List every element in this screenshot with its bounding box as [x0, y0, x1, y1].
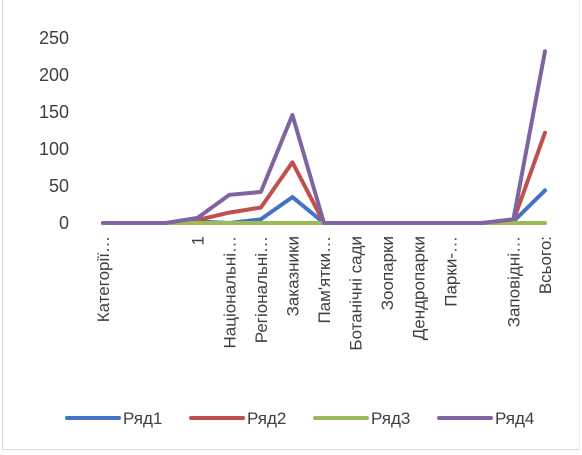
x-tick-label: Всього: [536, 236, 555, 294]
x-tick-label: Пам'ятки… [315, 236, 334, 324]
y-tick-label: 200 [39, 65, 69, 85]
legend-label-4: Ряд4 [495, 409, 534, 428]
x-tick-label: Національні… [220, 236, 239, 348]
legend: Ряд1 Ряд2 Ряд3 Ряд4 [65, 409, 534, 428]
x-tick-label: Парки-… [441, 236, 460, 307]
series-lines [101, 49, 547, 225]
y-tick-label: 50 [49, 176, 69, 196]
x-tick-label: Ботанічні сади [347, 236, 366, 351]
x-tick-label: Категорії… [94, 236, 113, 322]
x-tick-label: Заказники [283, 236, 302, 316]
x-axis-ticks: Категорії… 1 Національні… Регіональні… Заказ… [94, 236, 555, 351]
y-tick-label: 250 [39, 28, 69, 48]
line-chart: 0 50 100 150 200 250 Категорії… 1 Національні… Р… [39, 28, 555, 428]
y-tick-label: 0 [59, 213, 69, 233]
y-axis-ticks: 0 50 100 150 200 250 [39, 28, 69, 233]
x-tick-label: Зоопарки [378, 236, 397, 310]
y-tick-label: 100 [39, 139, 69, 159]
x-tick-label: Дендропарки [410, 236, 429, 340]
x-tick-label: 1 [189, 236, 208, 245]
series-line-4 [101, 49, 547, 225]
legend-label-3: Ряд3 [371, 409, 410, 428]
legend-label-2: Ряд2 [247, 409, 286, 428]
x-tick-label: Заповідні… [504, 236, 523, 327]
series-line-2 [101, 130, 547, 225]
legend-label-1: Ряд1 [123, 409, 162, 428]
x-tick-label: Регіональні… [252, 236, 271, 343]
y-tick-label: 150 [39, 102, 69, 122]
